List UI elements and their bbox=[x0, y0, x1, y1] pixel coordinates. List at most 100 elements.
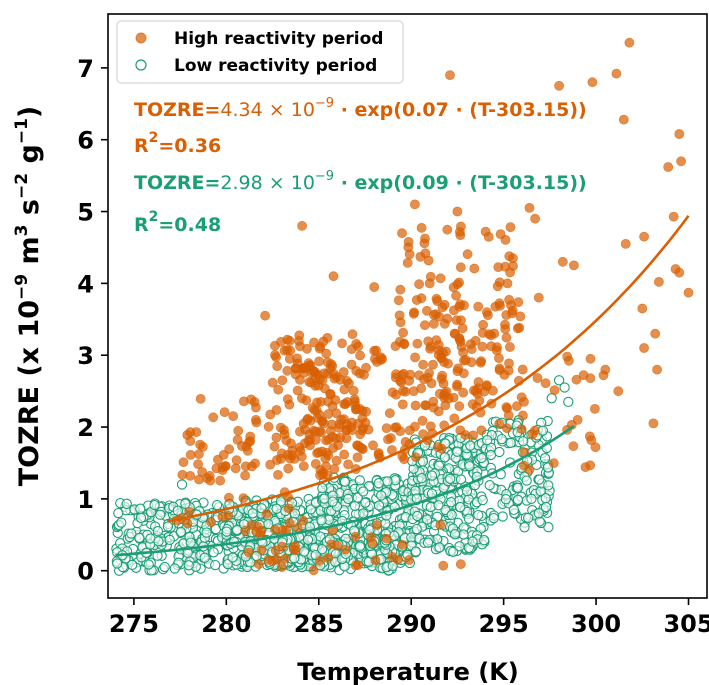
data-point bbox=[563, 396, 574, 408]
data-point bbox=[219, 407, 230, 417]
data-point bbox=[512, 494, 524, 505]
data-point bbox=[397, 399, 408, 410]
data-point bbox=[458, 387, 469, 398]
data-point bbox=[458, 529, 469, 540]
data-point bbox=[233, 425, 244, 436]
data-point bbox=[290, 541, 300, 551]
data-point bbox=[202, 473, 212, 483]
data-point bbox=[307, 402, 318, 413]
data-point bbox=[299, 438, 310, 449]
data-point bbox=[517, 364, 528, 375]
data-point bbox=[420, 233, 430, 244]
data-point bbox=[280, 553, 290, 564]
data-point bbox=[260, 310, 270, 321]
data-point bbox=[611, 68, 622, 79]
data-point bbox=[598, 370, 609, 381]
data-point bbox=[453, 363, 463, 374]
data-point bbox=[410, 452, 421, 463]
data-point bbox=[302, 343, 312, 354]
data-point bbox=[434, 542, 445, 553]
data-point bbox=[411, 523, 422, 535]
data-point bbox=[534, 474, 545, 485]
data-point bbox=[559, 382, 570, 393]
data-point bbox=[175, 526, 187, 538]
data-point bbox=[524, 202, 535, 213]
data-point bbox=[369, 282, 380, 292]
data-point bbox=[135, 503, 146, 514]
data-point bbox=[368, 440, 378, 451]
data-point bbox=[501, 332, 512, 343]
data-point bbox=[652, 364, 662, 375]
legend-marker-low bbox=[135, 59, 147, 71]
data-point bbox=[373, 478, 384, 489]
data-point bbox=[331, 455, 342, 466]
data-point bbox=[452, 446, 463, 457]
data-point bbox=[569, 260, 579, 271]
data-point bbox=[277, 541, 288, 552]
data-point bbox=[355, 350, 365, 361]
data-point bbox=[353, 560, 363, 570]
data-point bbox=[112, 558, 123, 569]
data-point bbox=[532, 373, 543, 383]
x-tick-label: 300 bbox=[571, 610, 621, 638]
data-point bbox=[454, 541, 465, 552]
data-point bbox=[572, 414, 583, 425]
data-point bbox=[428, 309, 439, 320]
data-point bbox=[232, 434, 243, 445]
data-point bbox=[372, 520, 382, 530]
data-point bbox=[504, 342, 515, 352]
data-point bbox=[436, 443, 447, 454]
data-point bbox=[331, 408, 342, 419]
data-point bbox=[432, 296, 443, 306]
data-point bbox=[518, 436, 529, 447]
data-point bbox=[586, 435, 597, 445]
data-point bbox=[424, 368, 434, 378]
data-point bbox=[549, 385, 560, 396]
data-point bbox=[271, 503, 282, 514]
data-point bbox=[265, 459, 276, 470]
data-point bbox=[355, 442, 365, 453]
data-point bbox=[501, 402, 512, 413]
data-point bbox=[304, 429, 315, 440]
data-point bbox=[361, 362, 371, 373]
data-point bbox=[456, 315, 466, 326]
data-point bbox=[309, 366, 320, 377]
data-point bbox=[495, 229, 506, 239]
data-point bbox=[241, 441, 252, 452]
data-point bbox=[289, 553, 300, 564]
data-point bbox=[373, 500, 385, 511]
y-tick-label: 2 bbox=[77, 414, 94, 442]
data-point bbox=[503, 365, 514, 376]
data-point bbox=[473, 377, 484, 387]
data-point bbox=[292, 385, 303, 396]
data-point bbox=[385, 433, 396, 443]
data-point bbox=[421, 514, 433, 525]
data-point bbox=[370, 555, 381, 566]
data-point bbox=[185, 436, 196, 446]
data-point bbox=[419, 320, 430, 330]
fit-curve-high bbox=[166, 215, 690, 523]
data-point bbox=[457, 323, 468, 334]
data-point bbox=[434, 388, 445, 399]
data-point bbox=[428, 359, 438, 370]
data-point bbox=[328, 443, 339, 453]
data-point bbox=[180, 498, 191, 509]
x-tick-label: 285 bbox=[294, 610, 344, 638]
data-point bbox=[208, 412, 219, 423]
data-point bbox=[571, 374, 582, 385]
data-point bbox=[245, 431, 256, 442]
data-point bbox=[217, 512, 228, 522]
data-point bbox=[463, 513, 475, 524]
data-point bbox=[325, 363, 336, 374]
data-point bbox=[519, 460, 529, 471]
data-point bbox=[272, 361, 283, 371]
data-point bbox=[393, 295, 404, 306]
data-point bbox=[217, 465, 228, 475]
data-point bbox=[437, 302, 448, 313]
data-point bbox=[585, 460, 596, 471]
data-point bbox=[639, 231, 649, 242]
data-point bbox=[402, 257, 413, 268]
data-point bbox=[455, 299, 466, 310]
data-point bbox=[314, 409, 325, 420]
data-point bbox=[270, 350, 280, 360]
